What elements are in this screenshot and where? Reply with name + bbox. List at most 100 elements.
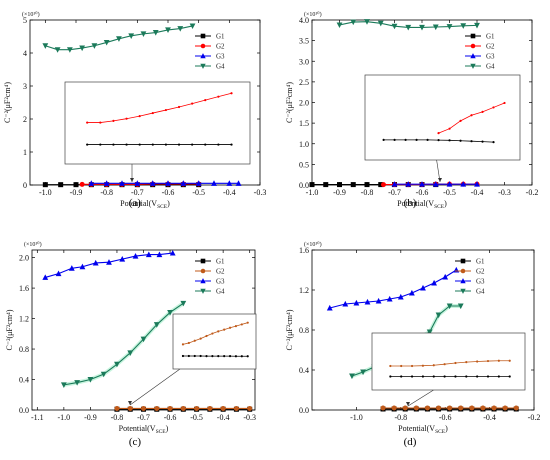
zoom-inset <box>364 74 521 161</box>
inset-data-point <box>459 119 462 122</box>
series-line <box>329 269 457 309</box>
legend-label: G2 <box>476 268 485 276</box>
data-point <box>460 181 467 187</box>
data-point <box>116 36 122 42</box>
inset-pointer-arrow <box>438 178 442 182</box>
legend-label: G4 <box>486 63 495 71</box>
inset-data-point <box>481 140 484 143</box>
data-point <box>378 182 384 188</box>
y-tick-label: 3 <box>23 82 27 91</box>
data-point <box>323 182 329 188</box>
inset-pointer-arrow <box>130 178 134 182</box>
inset-data-point <box>193 339 196 342</box>
inset-data-point <box>492 141 495 144</box>
data-point <box>431 279 437 286</box>
inset-data-point <box>223 328 226 331</box>
inset-data-point <box>497 359 500 362</box>
data-point <box>66 47 73 53</box>
data-point <box>337 182 342 188</box>
data-point <box>60 382 67 388</box>
y-tick-label: 1.2 <box>19 315 29 324</box>
data-point <box>419 24 425 31</box>
data-point <box>114 405 120 411</box>
legend-marker <box>200 63 206 69</box>
series-G3 <box>391 181 480 187</box>
zoom-inset <box>64 81 251 165</box>
inset-data-point <box>138 114 141 118</box>
legend-marker <box>200 268 206 274</box>
x-tick-label: -0.7 <box>137 413 150 422</box>
data-point <box>446 303 453 310</box>
data-point <box>480 405 486 411</box>
data-point <box>457 303 464 310</box>
data-point <box>165 27 171 33</box>
inset-data-point <box>86 121 89 124</box>
inset-data-point <box>476 360 479 363</box>
data-point <box>435 312 442 319</box>
data-point <box>132 252 139 259</box>
data-point <box>42 182 48 188</box>
inset-data-point <box>454 375 457 378</box>
x-tick-label: -1.0 <box>350 413 363 422</box>
data-point <box>140 336 147 343</box>
inset-data-point <box>448 139 451 142</box>
y-axis-multiplier: (×10¹⁰) <box>24 241 42 248</box>
inset-data-point <box>497 375 500 378</box>
legend-label: G1 <box>486 33 495 41</box>
legend-label: G2 <box>486 43 495 51</box>
data-point <box>381 182 386 188</box>
x-tick-label: -0.2 <box>526 188 539 197</box>
y-tick-label: 0 <box>23 181 27 190</box>
data-point <box>233 405 239 411</box>
inset-data-point <box>86 143 89 146</box>
x-tick-label: -0.9 <box>84 413 97 422</box>
inset-series-line <box>87 92 232 123</box>
x-tick-label: -0.6 <box>439 413 452 422</box>
inset-data-point <box>205 334 208 338</box>
data-point <box>140 31 147 37</box>
y-tick-label: 1.2 <box>299 286 309 295</box>
x-tick-label: -0.8 <box>394 413 407 422</box>
data-point <box>446 181 453 187</box>
series-G3 <box>42 249 176 280</box>
y-tick-label: 0.5 <box>299 160 309 169</box>
legend: G1 G2 G3 G4 <box>195 258 225 296</box>
data-point <box>442 273 449 280</box>
inset-data-point <box>99 121 102 124</box>
data-point <box>128 33 135 39</box>
data-point <box>152 30 159 36</box>
x-tick-label: -1.0 <box>306 188 319 197</box>
data-point <box>364 182 370 188</box>
data-point <box>154 405 160 411</box>
inset-data-point <box>177 143 181 146</box>
inset-data-point <box>400 375 403 378</box>
data-point <box>55 270 62 277</box>
data-point <box>377 20 384 27</box>
data-point <box>447 405 453 411</box>
inset-data-point <box>454 361 457 365</box>
data-point <box>342 300 349 307</box>
x-tick-label: -0.5 <box>443 188 456 197</box>
inset-data-point <box>99 143 102 146</box>
inset-data-point <box>151 111 154 115</box>
inset-data-point <box>187 354 190 358</box>
data-point <box>353 299 360 306</box>
data-point <box>391 23 398 30</box>
x-tick-label: -0.5 <box>190 413 203 422</box>
data-point <box>432 181 439 187</box>
inset-data-point <box>138 143 141 146</box>
inset-data-point <box>177 105 181 109</box>
legend-marker <box>460 288 466 294</box>
inset-data-point <box>389 375 392 378</box>
data-point <box>180 180 187 186</box>
x-tick-label: -0.7 <box>388 188 401 197</box>
data-point <box>42 274 49 280</box>
legend-label: G3 <box>486 53 495 61</box>
data-point <box>220 405 226 411</box>
inset-data-point <box>400 364 403 368</box>
data-point <box>42 43 49 49</box>
inset-frame <box>172 313 257 370</box>
legend-marker <box>460 278 466 284</box>
x-tick-label: -0.8 <box>111 413 124 422</box>
inset-data-point <box>205 355 208 358</box>
